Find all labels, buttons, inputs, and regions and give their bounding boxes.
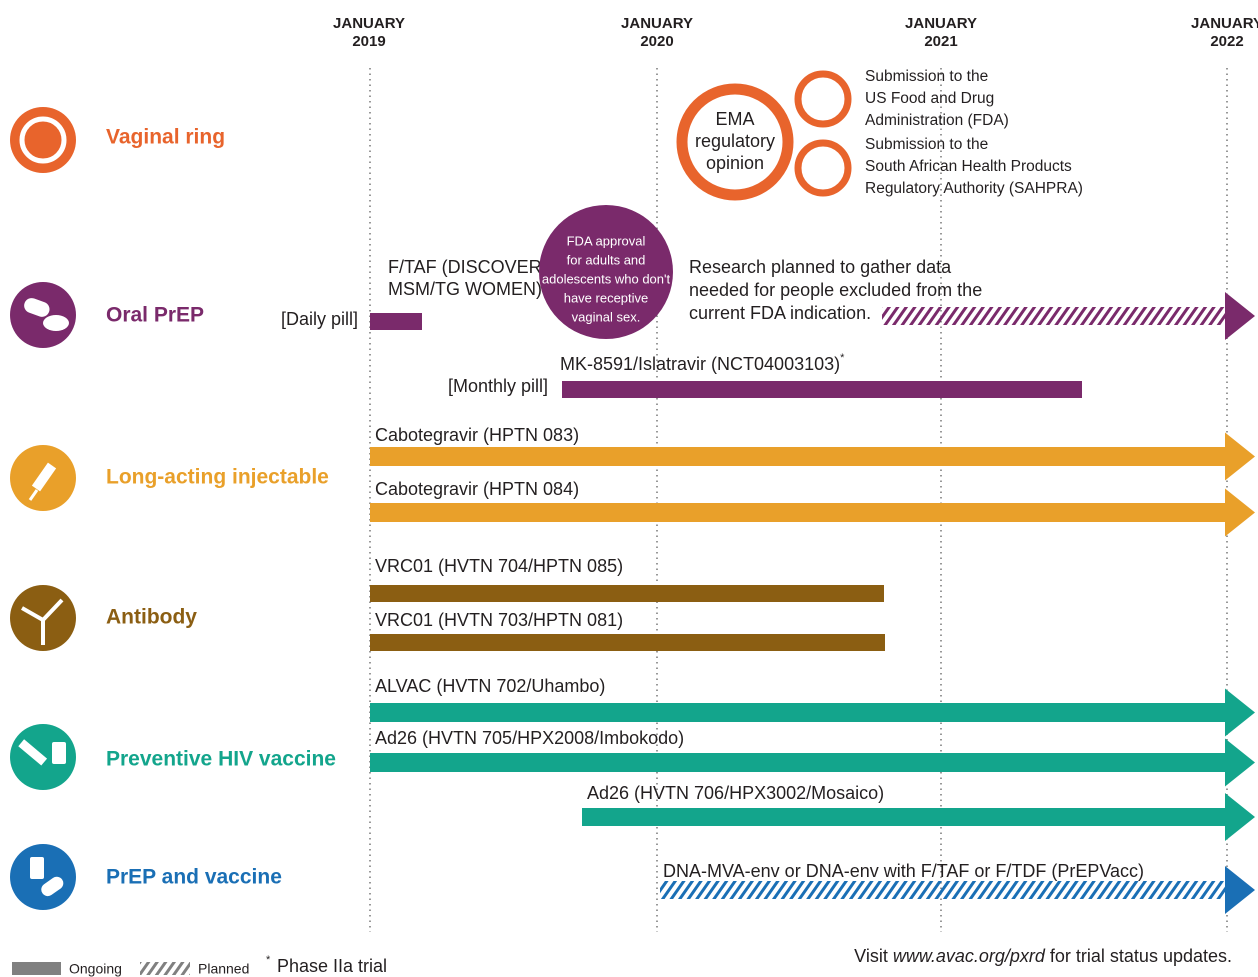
sahpra-text: Regulatory Authority (SAHPRA): [865, 180, 1083, 197]
category-icons: [10, 107, 76, 910]
note-marker: *: [840, 352, 845, 364]
trial-label: VRC01 (HVTN 703/HPTN 081): [375, 610, 623, 630]
year-month: JANUARY: [333, 15, 405, 32]
icon-needle: [28, 489, 39, 501]
icon-vial: [52, 742, 66, 764]
category-label: Long-acting injectable: [106, 466, 329, 489]
footer: Visit www.avac.org/pxrd for trial status…: [854, 946, 1232, 966]
research-text: Research planned to gather data: [689, 257, 952, 277]
timeline-bar: [370, 634, 885, 651]
timeline-bar: [370, 503, 1225, 522]
arrowhead: [1225, 488, 1255, 537]
oral-prep: F/TAF (DISCOVER– MSM/TG WOMEN) [Daily pi…: [281, 205, 982, 396]
dosing-label: [Daily pill]: [281, 309, 358, 329]
footer-text: for trial status updates.: [1045, 946, 1232, 966]
category-label: PrEP and vaccine: [106, 866, 282, 889]
legend: Ongoing Planned * Phase IIa trial: [12, 954, 387, 977]
timeline-bar: [582, 808, 1225, 826]
fda-text: Submission to the: [865, 68, 988, 85]
fda-approval-text: adolescents who don't: [542, 271, 671, 286]
trial-label: Cabotegravir (HPTN 083): [375, 425, 579, 445]
fda-approval-text: for adults and: [567, 252, 646, 267]
legend-planned-swatch: [140, 962, 190, 975]
research-text: needed for people excluded from the: [689, 280, 982, 300]
ema-text: EMA: [715, 109, 754, 129]
fda-approval-text: vaginal sex.: [572, 309, 641, 324]
icon-ring: [19, 116, 67, 164]
category-label: Preventive HIV vaccine: [106, 748, 336, 771]
category-label: Oral PrEP: [106, 304, 204, 327]
icon-pill: [24, 298, 50, 317]
timeline-bar: [660, 881, 1225, 899]
fda-text: US Food and Drug: [865, 90, 994, 107]
year: 2020: [640, 33, 673, 50]
footer-link: www.avac.org/pxrd: [893, 946, 1046, 966]
ema-text: regulatory: [695, 131, 775, 151]
timeline-bar: [370, 585, 884, 602]
trial-label: MSM/TG WOMEN): [388, 279, 542, 299]
fda-text: Administration (FDA): [865, 112, 1009, 129]
fda-approval-text: FDA approval: [567, 233, 646, 248]
dosing-label: [Monthly pill]: [448, 376, 548, 396]
sahpra-text: South African Health Products: [865, 158, 1072, 175]
timeline-bar: [370, 447, 1225, 466]
trial-label: DNA-MVA-env or DNA-env with F/TAF or F/T…: [663, 861, 1144, 881]
note-marker: *: [266, 954, 271, 966]
fda-ring: [794, 70, 852, 128]
sahpra-text: Submission to the: [865, 136, 988, 153]
icon-pill: [43, 315, 69, 331]
timeline-bar: [370, 753, 1225, 772]
category-labels: Vaginal ring Oral PrEP Long-acting injec…: [106, 126, 336, 889]
trial-labels: Cabotegravir (HPTN 083) Cabotegravir (HP…: [375, 425, 1144, 881]
legend-note: Phase IIa trial: [277, 956, 387, 976]
trial-label: ALVAC (HVTN 702/Uhambo): [375, 676, 605, 696]
arrowhead: [1225, 866, 1255, 914]
icon-syringe: [18, 739, 48, 766]
trial-label: F/TAF (DISCOVER–: [388, 257, 552, 277]
arrowhead: [1225, 738, 1255, 787]
year-month: JANUARY: [1191, 15, 1258, 32]
legend-label: Ongoing: [69, 961, 122, 977]
icon-y: [21, 598, 64, 645]
ema-ring: [676, 83, 794, 201]
year: 2022: [1210, 33, 1243, 50]
fda-approval-circle: [539, 205, 673, 339]
research-text: current FDA indication.: [689, 303, 871, 323]
trial-label: VRC01 (HVTN 704/HPTN 085): [375, 556, 623, 576]
trial-label: Ad26 (HVTN 706/HPX3002/Mosaico): [587, 783, 884, 803]
sahpra-ring: [794, 139, 852, 197]
fda-approval-text: have receptive: [564, 290, 649, 305]
timeline-bar: [562, 381, 1082, 398]
trial-name: MK-8591/Islatravir (NCT04003103): [560, 354, 840, 374]
vaginal-ring-milestones: EMA regulatory opinion Submission to the…: [676, 68, 1083, 201]
year-headers: JANUARY 2019 JANUARY 2020 JANUARY 2021 J…: [333, 15, 1258, 50]
year-month: JANUARY: [621, 15, 693, 32]
trial-label: Ad26 (HVTN 705/HPX2008/Imbokodo): [375, 728, 684, 748]
arrowhead: [1225, 688, 1255, 737]
icon-pill: [41, 876, 64, 897]
category-label: Antibody: [106, 606, 197, 629]
arrowhead: [1225, 432, 1255, 481]
icon-syringe: [31, 462, 57, 492]
timeline-bar: [882, 307, 1225, 325]
trial-label: Cabotegravir (HPTN 084): [375, 479, 579, 499]
footer-text: Visit: [854, 946, 893, 966]
legend-label: Planned: [198, 961, 249, 977]
icon-vial: [30, 857, 44, 879]
arrowhead: [1225, 793, 1255, 841]
year-month: JANUARY: [905, 15, 977, 32]
timeline-bar: [370, 703, 1225, 722]
ema-text: opinion: [706, 153, 764, 173]
legend-ongoing-swatch: [12, 962, 61, 975]
category-label: Vaginal ring: [106, 126, 225, 149]
timeline-bars: [370, 292, 1255, 914]
trial-label: MK-8591/Islatravir (NCT04003103)*: [560, 352, 845, 374]
timeline-bar: [370, 313, 422, 330]
year: 2021: [924, 33, 957, 50]
arrowhead: [1225, 292, 1255, 340]
year-lines: [369, 68, 1228, 932]
year: 2019: [352, 33, 385, 50]
